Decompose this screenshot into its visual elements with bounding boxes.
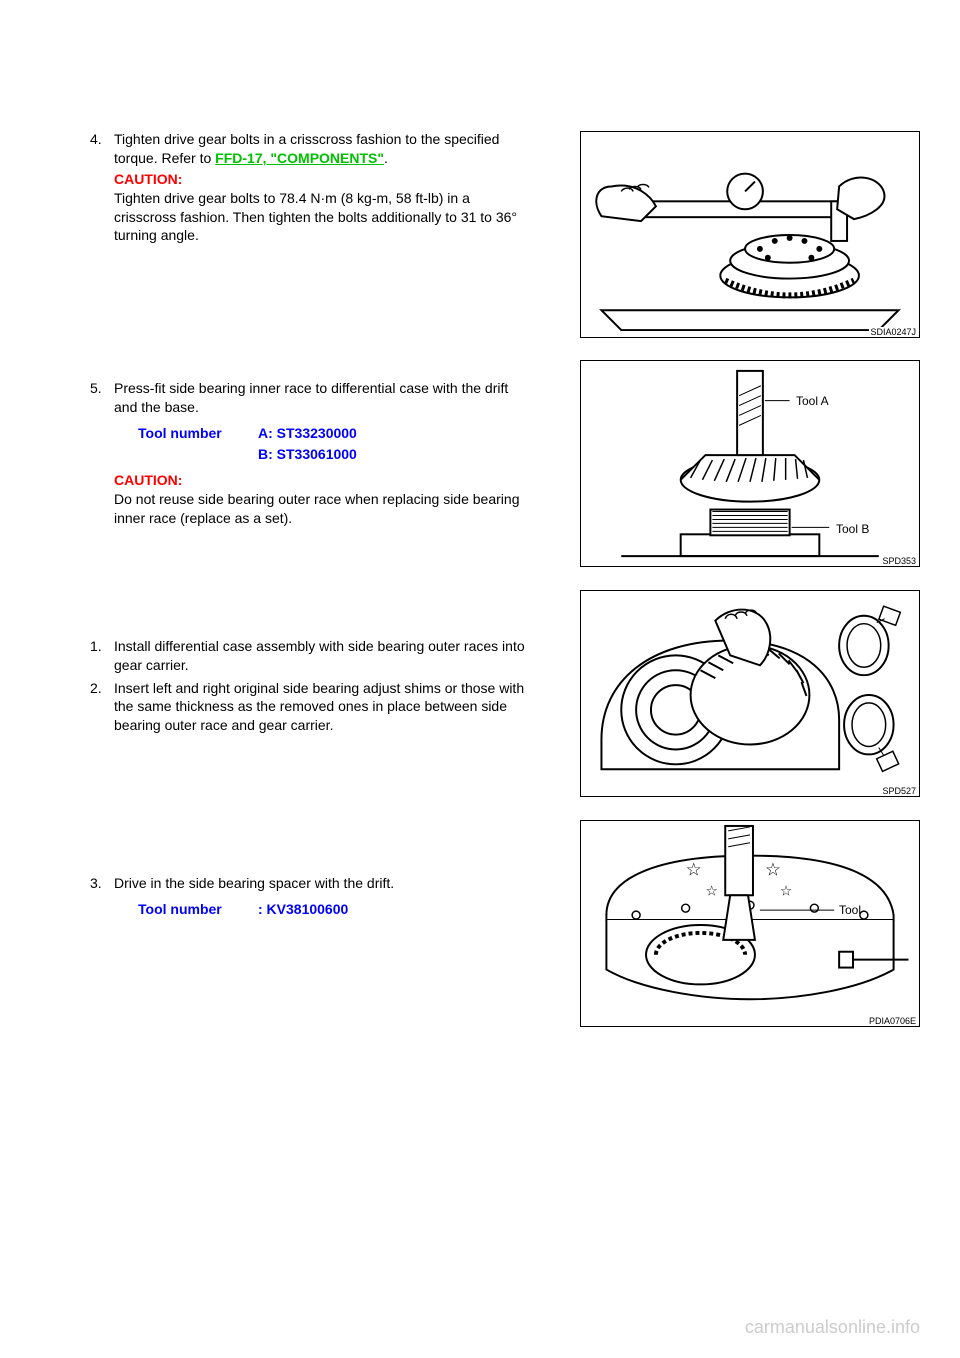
illus-code: SDIA0247J	[869, 327, 917, 337]
watermark: carmanualsonline.info	[745, 1317, 920, 1338]
svg-text:☆: ☆	[780, 882, 792, 898]
tool-a-label: Tool A	[796, 394, 829, 408]
step-text-post: .	[384, 150, 388, 166]
step-number: 1.	[90, 637, 114, 656]
illustration-1: SDIA0247J	[580, 131, 920, 338]
caution-text: Do not reuse side bearing outer race whe…	[114, 490, 534, 528]
illustration-3: SPD527	[580, 590, 920, 797]
step-text: Tighten drive gear bolts in a crisscross…	[114, 130, 534, 245]
tool-label: Tool number	[138, 423, 258, 444]
illustration-2: Tool A Tool B SPD353	[580, 360, 920, 567]
step-text: Press-fit side bearing inner race to dif…	[114, 379, 534, 527]
illus-code: PDIA0706E	[868, 1016, 917, 1026]
step5-text: Press-fit side bearing inner race to dif…	[114, 380, 508, 415]
tool-label-callout: Tool	[839, 903, 861, 917]
caution-label: CAUTION:	[114, 472, 182, 488]
step-text: Install differential case assembly with …	[114, 637, 534, 675]
illus-code: SPD527	[881, 786, 917, 796]
tool-value: : KV38100600	[258, 899, 348, 920]
tool-value: B: ST33061000	[258, 444, 357, 465]
da3-text: Drive in the side bearing spacer with th…	[114, 875, 394, 891]
svg-text:☆: ☆	[686, 859, 702, 879]
tool-label: Tool number	[138, 899, 258, 920]
tool-block: Tool number A: ST33230000 B: ST33061000	[138, 423, 534, 465]
step-number: 4.	[90, 130, 114, 149]
step-number: 3.	[90, 874, 114, 893]
step-number: 2.	[90, 679, 114, 698]
tool-block: Tool number : KV38100600	[138, 899, 534, 920]
illustration-4: ☆ ☆ ☆ ☆ Tool PDIA0706E	[580, 820, 920, 1027]
tool-label	[138, 444, 258, 465]
caution-label: CAUTION:	[114, 171, 182, 187]
svg-text:☆: ☆	[705, 882, 717, 898]
step-number: 5.	[90, 379, 114, 398]
link-ffd17[interactable]: FFD-17, "COMPONENTS"	[215, 150, 384, 166]
illus-code: SPD353	[881, 556, 917, 566]
tool-b-label: Tool B	[836, 522, 869, 536]
step-text: Drive in the side bearing spacer with th…	[114, 874, 534, 926]
svg-text:☆: ☆	[765, 859, 781, 879]
caution-text: Tighten drive gear bolts to 78.4 N·m (8 …	[114, 189, 534, 246]
step-text: Insert left and right original side bear…	[114, 679, 534, 736]
tool-value: A: ST33230000	[258, 423, 357, 444]
